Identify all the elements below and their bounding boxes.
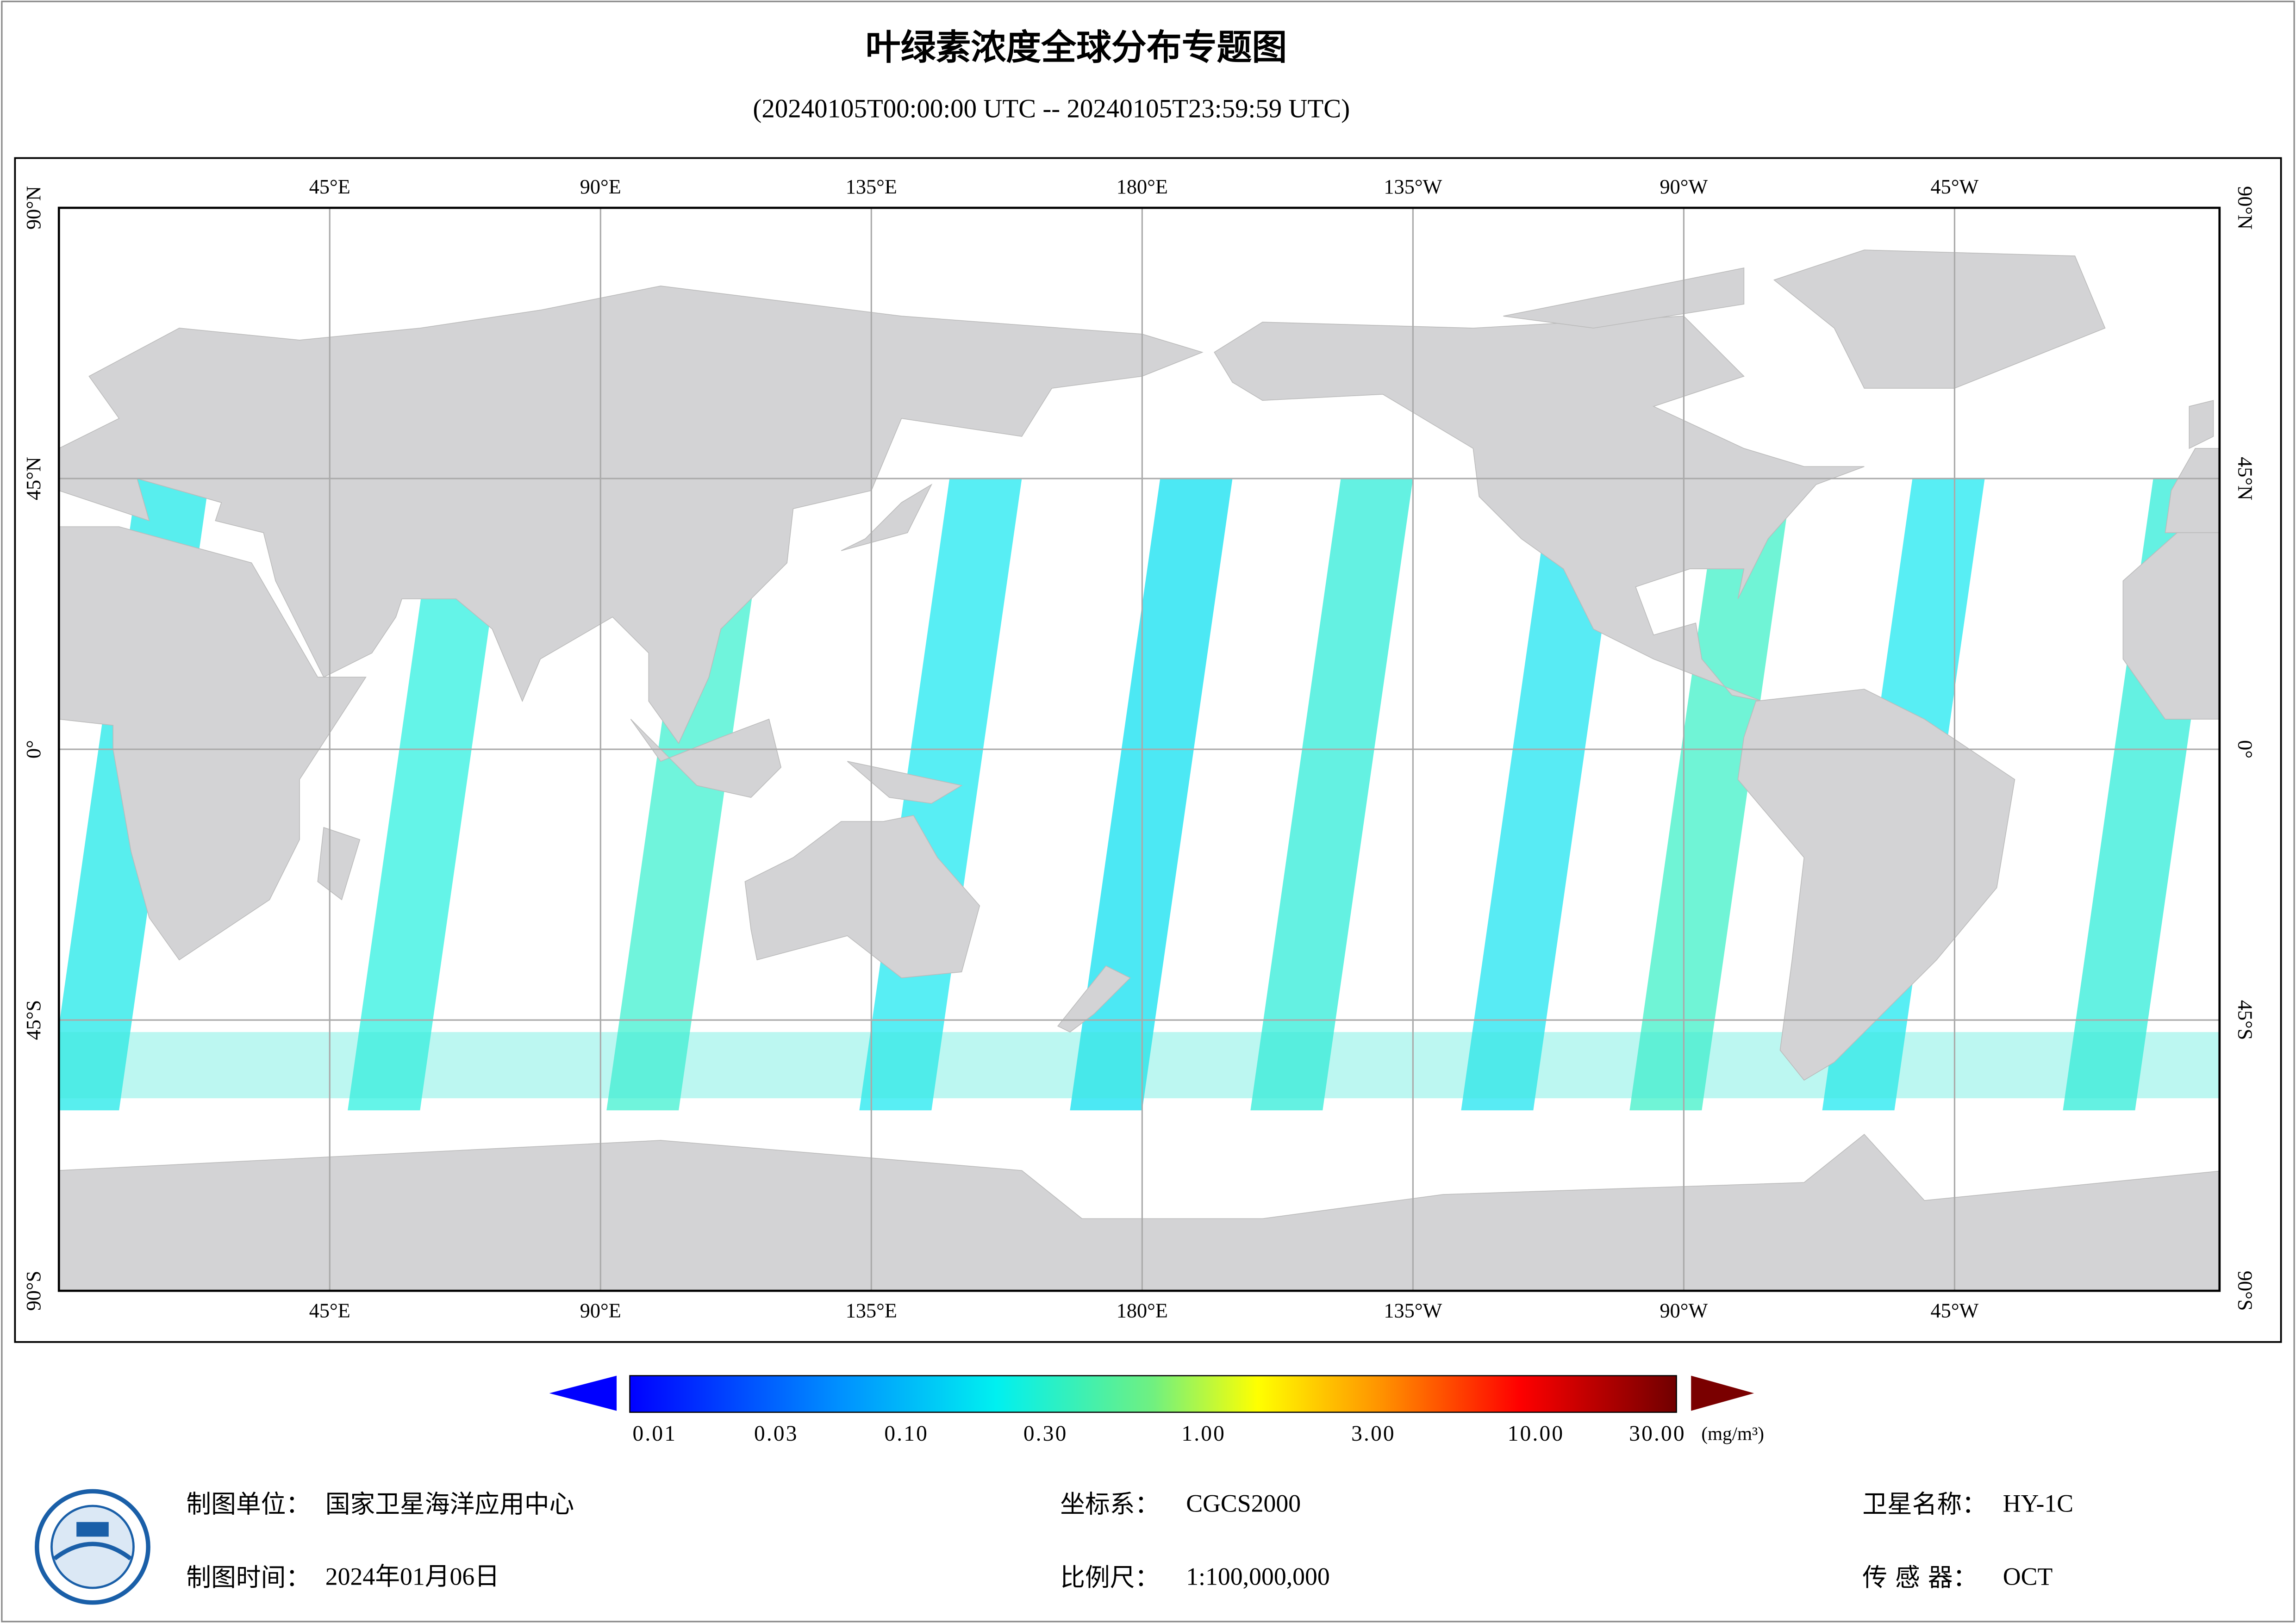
longitude-label: 135°E [846, 1300, 897, 1322]
chlorophyll-swath [1070, 479, 1233, 1111]
land [2189, 400, 2214, 449]
crs: CGCS2000 [1186, 1489, 1301, 1517]
scale: 1:100,000,000 [1186, 1562, 1330, 1590]
longitude-label: 135°W [1384, 1300, 1442, 1322]
latitude-label: 45°N [2234, 457, 2256, 500]
longitude-label: 90°W [1660, 1300, 1708, 1322]
longitude-label: 135°E [846, 175, 897, 198]
land [59, 526, 367, 961]
colorbar-high-arrow [1691, 1375, 1754, 1411]
subtitle: (20240105T00:00:00 UTC -- 20240105T23:59… [753, 94, 1350, 123]
date: 2024年01月06日 [325, 1562, 499, 1590]
colorbar-label: 0.03 [754, 1422, 799, 1446]
longitude-label: 45°W [1931, 175, 1979, 198]
footer: 制图单位： 国家卫星海洋应用中心 制图时间： 2024年01月06日 坐标系： … [186, 1489, 2073, 1592]
land [630, 718, 782, 798]
chlorophyll-swath [606, 479, 769, 1111]
latitude-label: 45°N [22, 457, 45, 500]
land [847, 761, 963, 804]
satellite: HY-1C [2003, 1489, 2073, 1517]
map-border [57, 206, 2221, 1292]
colorbar-label: 10.00 [1508, 1422, 1565, 1446]
longitude-label: 180°E [1117, 175, 1168, 198]
scale-label: 比例尺： [1060, 1563, 1160, 1592]
colorbar-label: 30.00 [1629, 1422, 1686, 1446]
sensor-label: 传 感 器： [1862, 1563, 1978, 1592]
sensor: OCT [2003, 1562, 2053, 1590]
land [2122, 527, 2220, 720]
graticule-labels: 45°E 45°E 90°E 90°E 135°E 135°E 180°E 180°E 135°… [22, 175, 2256, 1322]
colorbar [629, 1375, 1677, 1413]
longitude-label: 45°E [309, 1300, 350, 1322]
land [1214, 316, 1865, 702]
latitude-label: 90°S [22, 1271, 45, 1311]
latitude-label: 0° [2234, 740, 2256, 759]
chlorophyll-swath [1461, 479, 1624, 1111]
chlorophyll-swath [1629, 479, 1792, 1111]
latitude-label: 0° [22, 740, 45, 759]
logo [35, 1489, 150, 1605]
title: 叶绿素浓度全球分布专题图 [866, 27, 1287, 68]
land [317, 827, 361, 901]
latitude-label: 45°S [2234, 1000, 2256, 1040]
land [841, 483, 933, 551]
colorbar-label: 0.01 [632, 1422, 677, 1446]
chlorophyll-swath [1250, 479, 1413, 1111]
longitude-label: 90°E [580, 1300, 621, 1322]
land [1773, 249, 2106, 389]
satellite-label: 卫星名称： [1862, 1490, 1987, 1519]
latitude-label: 90°N [2234, 186, 2256, 230]
land [1737, 689, 2015, 1081]
longitude-label: 90°W [1660, 175, 1708, 198]
longitude-label: 90°E [580, 175, 621, 198]
land [1057, 965, 1131, 1032]
colorbar-label: 0.10 [884, 1422, 929, 1446]
date-label: 制图时间： [186, 1563, 311, 1592]
longitude-label: 135°W [1384, 175, 1442, 198]
southern-ocean-band [59, 1032, 2220, 1099]
colorbar-labels: 0.01 0.03 0.10 0.30 1.00 3.00 10.00 30.00 [632, 1422, 1686, 1446]
colorbar-label: 3.00 [1351, 1422, 1396, 1446]
latitude-label: 45°S [22, 1000, 45, 1040]
map-body [59, 208, 2220, 1291]
latitude-label: 90°N [22, 186, 45, 230]
producer-label: 制图单位： [186, 1490, 311, 1519]
chlorophyll-swath [348, 479, 511, 1111]
crs-label: 坐标系： [1060, 1490, 1160, 1519]
colorbar-label: 1.00 [1181, 1422, 1226, 1446]
latitude-label: 90°S [2234, 1271, 2256, 1311]
longitude-label: 45°E [309, 175, 350, 198]
land [2165, 448, 2220, 533]
colorbar-label: 0.30 [1023, 1422, 1068, 1446]
land [744, 815, 980, 978]
longitude-label: 180°E [1117, 1300, 1168, 1322]
producer: 国家卫星海洋应用中心 [325, 1490, 574, 1519]
colorbar-low-arrow [549, 1375, 617, 1411]
colorbar-unit: (mg/m³) [1701, 1423, 1764, 1445]
land [59, 1134, 2220, 1291]
longitude-label: 45°W [1931, 1300, 1979, 1322]
